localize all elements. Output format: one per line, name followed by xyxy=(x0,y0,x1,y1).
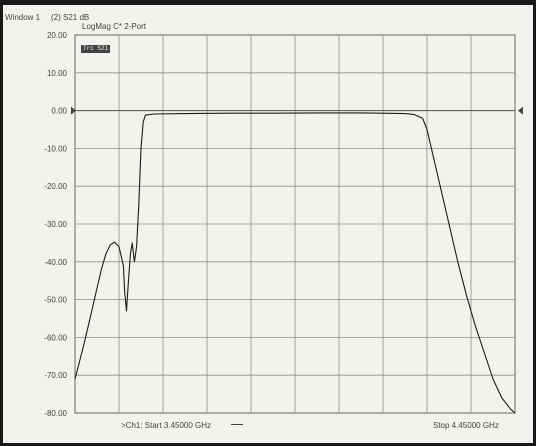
trace-s21 xyxy=(74,112,516,414)
stop-frequency-label: Stop 4.45000 GHz xyxy=(433,421,499,430)
y-tick-label: -70.00 xyxy=(44,371,67,380)
reference-marker-left-icon xyxy=(71,106,76,115)
trace-label: (2) S21 dB xyxy=(51,13,90,22)
y-tick-label: -20.00 xyxy=(44,182,67,191)
window-label: Window 1 xyxy=(5,13,41,22)
y-tick-label: 0.00 xyxy=(51,107,67,116)
reference-marker-right-icon xyxy=(518,106,523,115)
y-tick-label: -50.00 xyxy=(44,296,67,305)
y-tick-label: -10.00 xyxy=(44,144,67,153)
y-tick-label: -80.00 xyxy=(44,409,67,418)
trace-marker-box: Trc S21 xyxy=(81,45,111,53)
analyzer-printout: 20.00 10.00 0.00 -10.00 -20.00 -30.00 -40.00 -5… xyxy=(3,5,533,443)
y-tick-label: -40.00 xyxy=(44,258,67,267)
y-tick-label: -60.00 xyxy=(44,333,67,342)
format-label: LogMag C* 2-Port xyxy=(82,22,147,31)
start-frequency-label: >Ch1: Start 3.45000 GHz xyxy=(121,421,212,430)
y-tick-label: -30.00 xyxy=(44,220,67,229)
y-tick-label: 10.00 xyxy=(47,69,68,78)
y-tick-label: 20.00 xyxy=(47,31,68,40)
s21-plot: 20.00 10.00 0.00 -10.00 -20.00 -30.00 -40.00 -5… xyxy=(44,31,523,418)
start-line-icon xyxy=(231,424,243,425)
